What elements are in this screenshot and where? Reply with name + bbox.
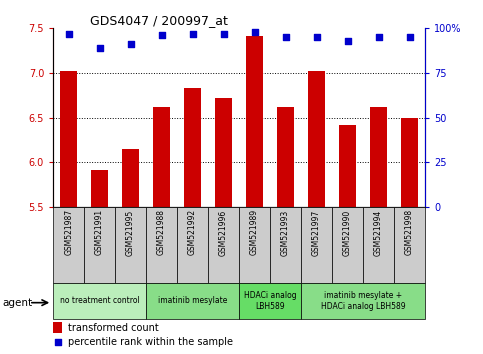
Bar (339, 125, 356, 207)
Text: GSM521988: GSM521988 (157, 209, 166, 255)
Text: GSM521991: GSM521991 (95, 209, 104, 256)
Text: GSM521987: GSM521987 (64, 209, 73, 256)
Point (375, 34, 383, 40)
Point (282, 34, 289, 40)
Point (158, 33, 166, 38)
Text: agent: agent (2, 298, 32, 308)
Point (251, 29, 258, 35)
Point (313, 34, 320, 40)
Text: GSM521992: GSM521992 (188, 209, 197, 256)
Bar (122, 149, 139, 207)
Bar (332, 207, 363, 283)
Text: GSM521993: GSM521993 (281, 209, 290, 256)
Text: GSM521990: GSM521990 (343, 209, 352, 256)
Bar (370, 107, 387, 207)
Bar (246, 36, 263, 207)
Bar (84, 207, 115, 283)
Point (189, 31, 197, 36)
Text: GSM521995: GSM521995 (126, 209, 135, 256)
Bar (53, 322, 62, 333)
Bar (301, 283, 425, 319)
Bar (401, 118, 418, 207)
Text: transformed count: transformed count (68, 322, 159, 332)
Point (96, 45, 103, 51)
Bar (53, 207, 84, 283)
Text: GDS4047 / 200997_at: GDS4047 / 200997_at (90, 14, 228, 27)
Text: GSM521994: GSM521994 (374, 209, 383, 256)
Bar (146, 207, 177, 283)
Point (344, 38, 352, 44)
Text: GSM521989: GSM521989 (250, 209, 259, 256)
Text: GSM521998: GSM521998 (405, 209, 414, 256)
Text: imatinib mesylate: imatinib mesylate (158, 296, 227, 306)
Bar (308, 71, 325, 207)
Text: GSM521997: GSM521997 (312, 209, 321, 256)
Bar (239, 283, 301, 319)
Point (127, 41, 134, 47)
Point (406, 34, 413, 40)
Bar (277, 107, 294, 207)
Bar (91, 170, 108, 207)
Text: imatinib mesylate +
HDACi analog LBH589: imatinib mesylate + HDACi analog LBH589 (321, 291, 405, 310)
Point (54, 340, 62, 346)
Bar (215, 98, 232, 207)
Bar (177, 207, 208, 283)
Text: HDACi analog
LBH589: HDACi analog LBH589 (244, 291, 297, 310)
Bar (146, 283, 239, 319)
Point (220, 31, 227, 36)
Bar (239, 207, 270, 283)
Bar (363, 207, 394, 283)
Bar (394, 207, 425, 283)
Bar (270, 207, 301, 283)
Text: no treatment control: no treatment control (60, 296, 140, 306)
Bar (153, 107, 170, 207)
Bar (115, 207, 146, 283)
Bar (301, 207, 332, 283)
Text: percentile rank within the sample: percentile rank within the sample (68, 337, 233, 348)
Bar (208, 207, 239, 283)
Text: GSM521996: GSM521996 (219, 209, 228, 256)
Point (65, 31, 72, 36)
Bar (53, 283, 146, 319)
Bar (184, 88, 201, 207)
Bar (60, 71, 77, 207)
